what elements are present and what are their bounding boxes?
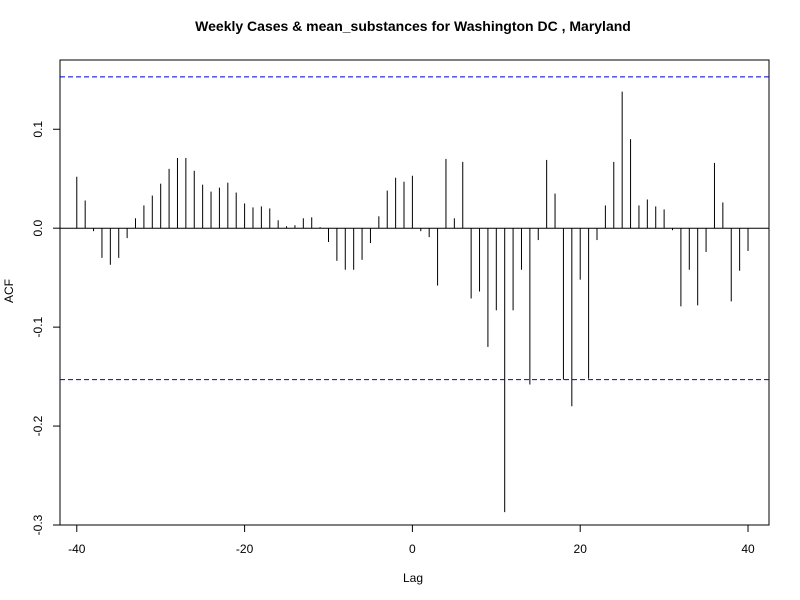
x-axis-label: Lag (403, 571, 423, 585)
chart-title: Weekly Cases & mean_substances for Washi… (195, 18, 631, 34)
x-tick-label: -20 (236, 542, 254, 556)
y-tick-label: 0.0 (31, 220, 45, 237)
y-axis: -0.3 -0.2 -0.1 0.0 0.1 (31, 121, 61, 535)
acf-bars (76, 91, 749, 513)
plot-frame (59, 59, 770, 526)
x-tick-label: 20 (574, 542, 588, 556)
x-tick-label: 0 (409, 542, 416, 556)
y-tick-label: -0.1 (31, 316, 45, 337)
reference-lines (60, 76, 769, 381)
y-axis-label: ACF (2, 279, 16, 303)
y-tick-label: -0.3 (31, 514, 45, 535)
y-tick-label: -0.2 (31, 415, 45, 436)
x-axis: -40 -20 0 20 40 (68, 524, 755, 556)
x-tick-label: 40 (741, 542, 755, 556)
y-tick-label: 0.1 (31, 121, 45, 138)
x-tick-label: -40 (68, 542, 86, 556)
